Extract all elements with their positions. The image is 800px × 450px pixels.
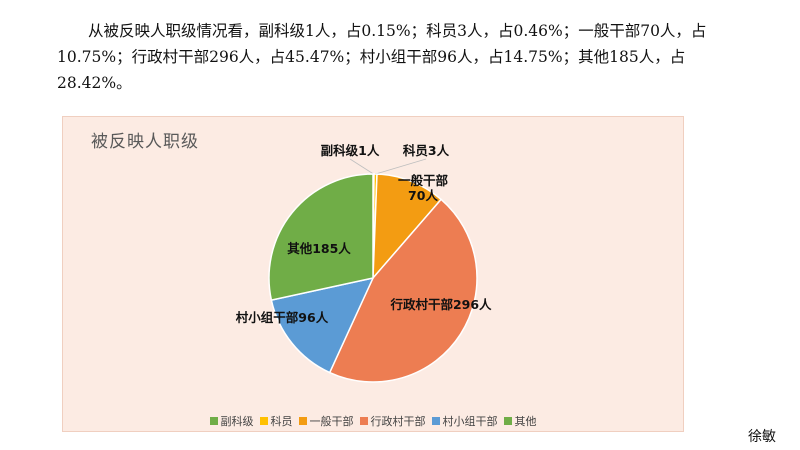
legend-label: 其他 (514, 415, 537, 428)
author-name: 徐敏 (748, 429, 776, 445)
legend-swatch (298, 417, 307, 425)
chart-title: 被反映人职级 (91, 132, 199, 152)
pie-slice-4 (328, 198, 478, 383)
slice-label-2: 科员3人 (403, 143, 450, 158)
legend-item-3: 一般干部 (298, 413, 354, 429)
legend-swatch (503, 417, 512, 425)
summary-paragraph: 从被反映人职级情况看，副科级1人，占0.15%；科员3人，占0.46%；一般干部… (57, 22, 707, 92)
legend-label: 一般干部 (309, 415, 354, 428)
legend-swatch (209, 417, 218, 425)
legend-swatch (431, 417, 440, 425)
slice-label-5: 村小组干部96人 (236, 310, 329, 325)
chart-legend: 副科级 科员 一般干部 行政村干部 村小组干部 其他 (63, 413, 683, 429)
slice-label-3: 一般干部 70人 (398, 173, 449, 203)
slice-label-1: 副科级1人 (321, 143, 380, 158)
legend-label: 行政村干部 (370, 415, 426, 428)
legend-swatch (359, 417, 368, 425)
legend-swatch (259, 417, 268, 425)
legend-label: 科员 (270, 415, 293, 428)
legend-item-2: 科员 (259, 413, 293, 429)
legend-label: 村小组干部 (442, 415, 498, 428)
pie-slice-6 (268, 173, 374, 302)
slice-label-6: 其他185人 (287, 241, 351, 256)
legend-item-4: 行政村干部 (359, 413, 426, 429)
legend-item-6: 其他 (503, 413, 537, 429)
pie-slice-3 (372, 173, 443, 281)
slice-label-4: 行政村干部296人 (389, 297, 492, 312)
legend-item-1: 副科级 (209, 413, 254, 429)
legend-item-5: 村小组干部 (431, 413, 498, 429)
leader-line-2 (375, 158, 427, 175)
legend-label: 副科级 (220, 415, 254, 428)
pie-slice-5 (270, 276, 375, 374)
leader-line-1 (349, 158, 374, 175)
pie-chart-panel: 被反映人职级 副科级1人 科员3人一般干部 70人行政村干部296人村小组干部96人… (62, 116, 684, 432)
